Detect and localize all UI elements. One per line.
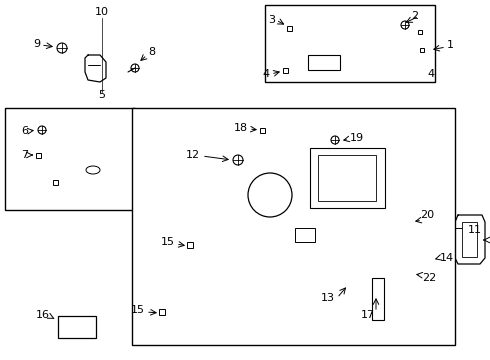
Text: 21: 21 [488, 235, 490, 245]
Text: 4: 4 [427, 69, 434, 79]
Bar [420, 48, 424, 52]
Text: 16: 16 [36, 310, 50, 320]
Text: 5: 5 [98, 90, 105, 100]
Bar [372, 278, 384, 320]
Text: 9: 9 [33, 39, 40, 49]
Bar [52, 180, 57, 184]
Text: 15: 15 [161, 237, 175, 247]
Text: 8: 8 [148, 47, 155, 57]
Text: 6: 6 [21, 126, 28, 136]
Bar [283, 68, 288, 72]
Text: 20: 20 [420, 210, 434, 220]
Text: 10: 10 [95, 7, 109, 17]
Bar [265, 5, 435, 82]
Text: 22: 22 [422, 273, 436, 283]
Bar [418, 30, 422, 34]
Text: 18: 18 [234, 123, 248, 133]
Text: 15: 15 [131, 305, 145, 315]
Bar [35, 153, 41, 158]
Bar [295, 228, 315, 242]
Bar [310, 148, 385, 208]
Text: 17: 17 [361, 310, 375, 320]
Text: 7: 7 [21, 150, 28, 160]
Bar [132, 108, 455, 345]
Text: 11: 11 [468, 225, 482, 235]
Text: 3: 3 [268, 15, 275, 25]
Text: 13: 13 [321, 293, 335, 303]
Text: 14: 14 [440, 253, 454, 263]
Bar [187, 242, 193, 248]
Bar [318, 155, 376, 201]
Text: 19: 19 [350, 133, 364, 143]
Text: 4: 4 [263, 69, 270, 79]
Bar [159, 309, 165, 315]
Bar [58, 316, 96, 338]
Text: 12: 12 [186, 150, 200, 160]
Bar [308, 55, 340, 70]
Bar [5, 108, 135, 210]
Bar [462, 222, 477, 257]
Text: 2: 2 [411, 11, 418, 21]
Text: 1: 1 [447, 40, 454, 50]
Bar [287, 26, 292, 31]
Bar [260, 127, 265, 132]
